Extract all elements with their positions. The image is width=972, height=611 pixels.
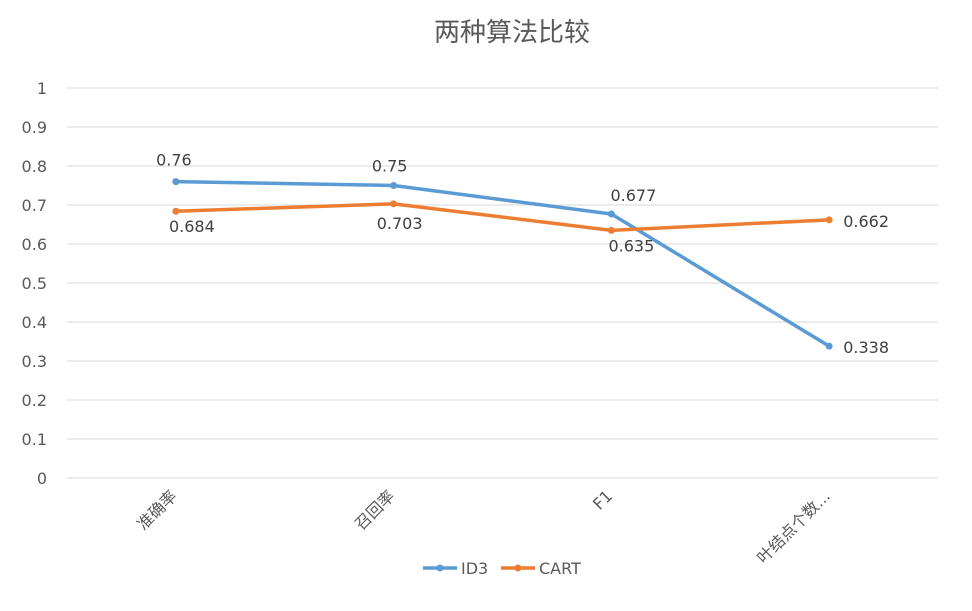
data-label: 0.75: [372, 157, 408, 176]
data-point: [607, 210, 615, 218]
data-point: [390, 182, 398, 189]
data-label: 0.76: [156, 151, 192, 170]
y-tick-label: 0.8: [22, 157, 47, 176]
data-point: [825, 216, 833, 224]
y-tick-label: 1: [37, 79, 47, 98]
x-tick-label: F1: [589, 486, 616, 513]
y-tick-label: 0: [37, 469, 47, 488]
legend-item: CART: [501, 559, 581, 578]
y-tick-label: 0.1: [22, 430, 47, 449]
y-tick-label: 0.9: [22, 118, 47, 137]
data-point: [390, 200, 398, 208]
data-label: 0.635: [608, 236, 654, 255]
chart-title: 两种算法比较: [434, 18, 590, 48]
legend-label: ID3: [461, 559, 488, 578]
y-tick-label: 0.5: [22, 274, 47, 293]
x-tick-label: 叶结点个数...: [753, 486, 834, 567]
x-axis-ticks: 准确率 召回率 F1 叶结点个数...: [133, 486, 834, 567]
data-point: [607, 226, 615, 234]
series-lines: [172, 178, 833, 350]
data-labels: 0.76 0.75 0.677 0.338 0.684 0.703 0.635 0.662: [156, 151, 889, 358]
data-label: 0.338: [843, 338, 889, 357]
x-tick-label: 召回率: [351, 486, 398, 533]
data-label: 0.662: [843, 212, 889, 231]
data-label: 0.677: [610, 186, 656, 205]
data-label: 0.703: [377, 214, 423, 233]
y-axis-ticks: 0 0.1 0.2 0.3 0.4 0.5 0.6 0.7 0.8 0.9 1: [22, 79, 47, 488]
y-tick-label: 0.7: [22, 196, 47, 215]
data-label: 0.684: [169, 217, 215, 236]
legend-marker: [514, 564, 522, 572]
series-line-id3: [174, 179, 831, 348]
legend-label: CART: [539, 559, 581, 578]
gridlines: [67, 87, 938, 479]
data-point: [172, 178, 180, 186]
data-point: [172, 207, 180, 215]
y-tick-label: 0.6: [22, 235, 47, 254]
series-line-cart: [174, 202, 831, 233]
y-tick-label: 0.3: [22, 352, 47, 371]
y-tick-label: 0.2: [22, 391, 47, 410]
legend-item: ID3: [423, 559, 488, 578]
legend: ID3 CART: [423, 559, 581, 578]
data-point: [825, 342, 833, 350]
y-tick-label: 0.4: [22, 313, 47, 332]
x-tick-label: 准确率: [133, 486, 180, 533]
legend-marker: [436, 564, 444, 572]
